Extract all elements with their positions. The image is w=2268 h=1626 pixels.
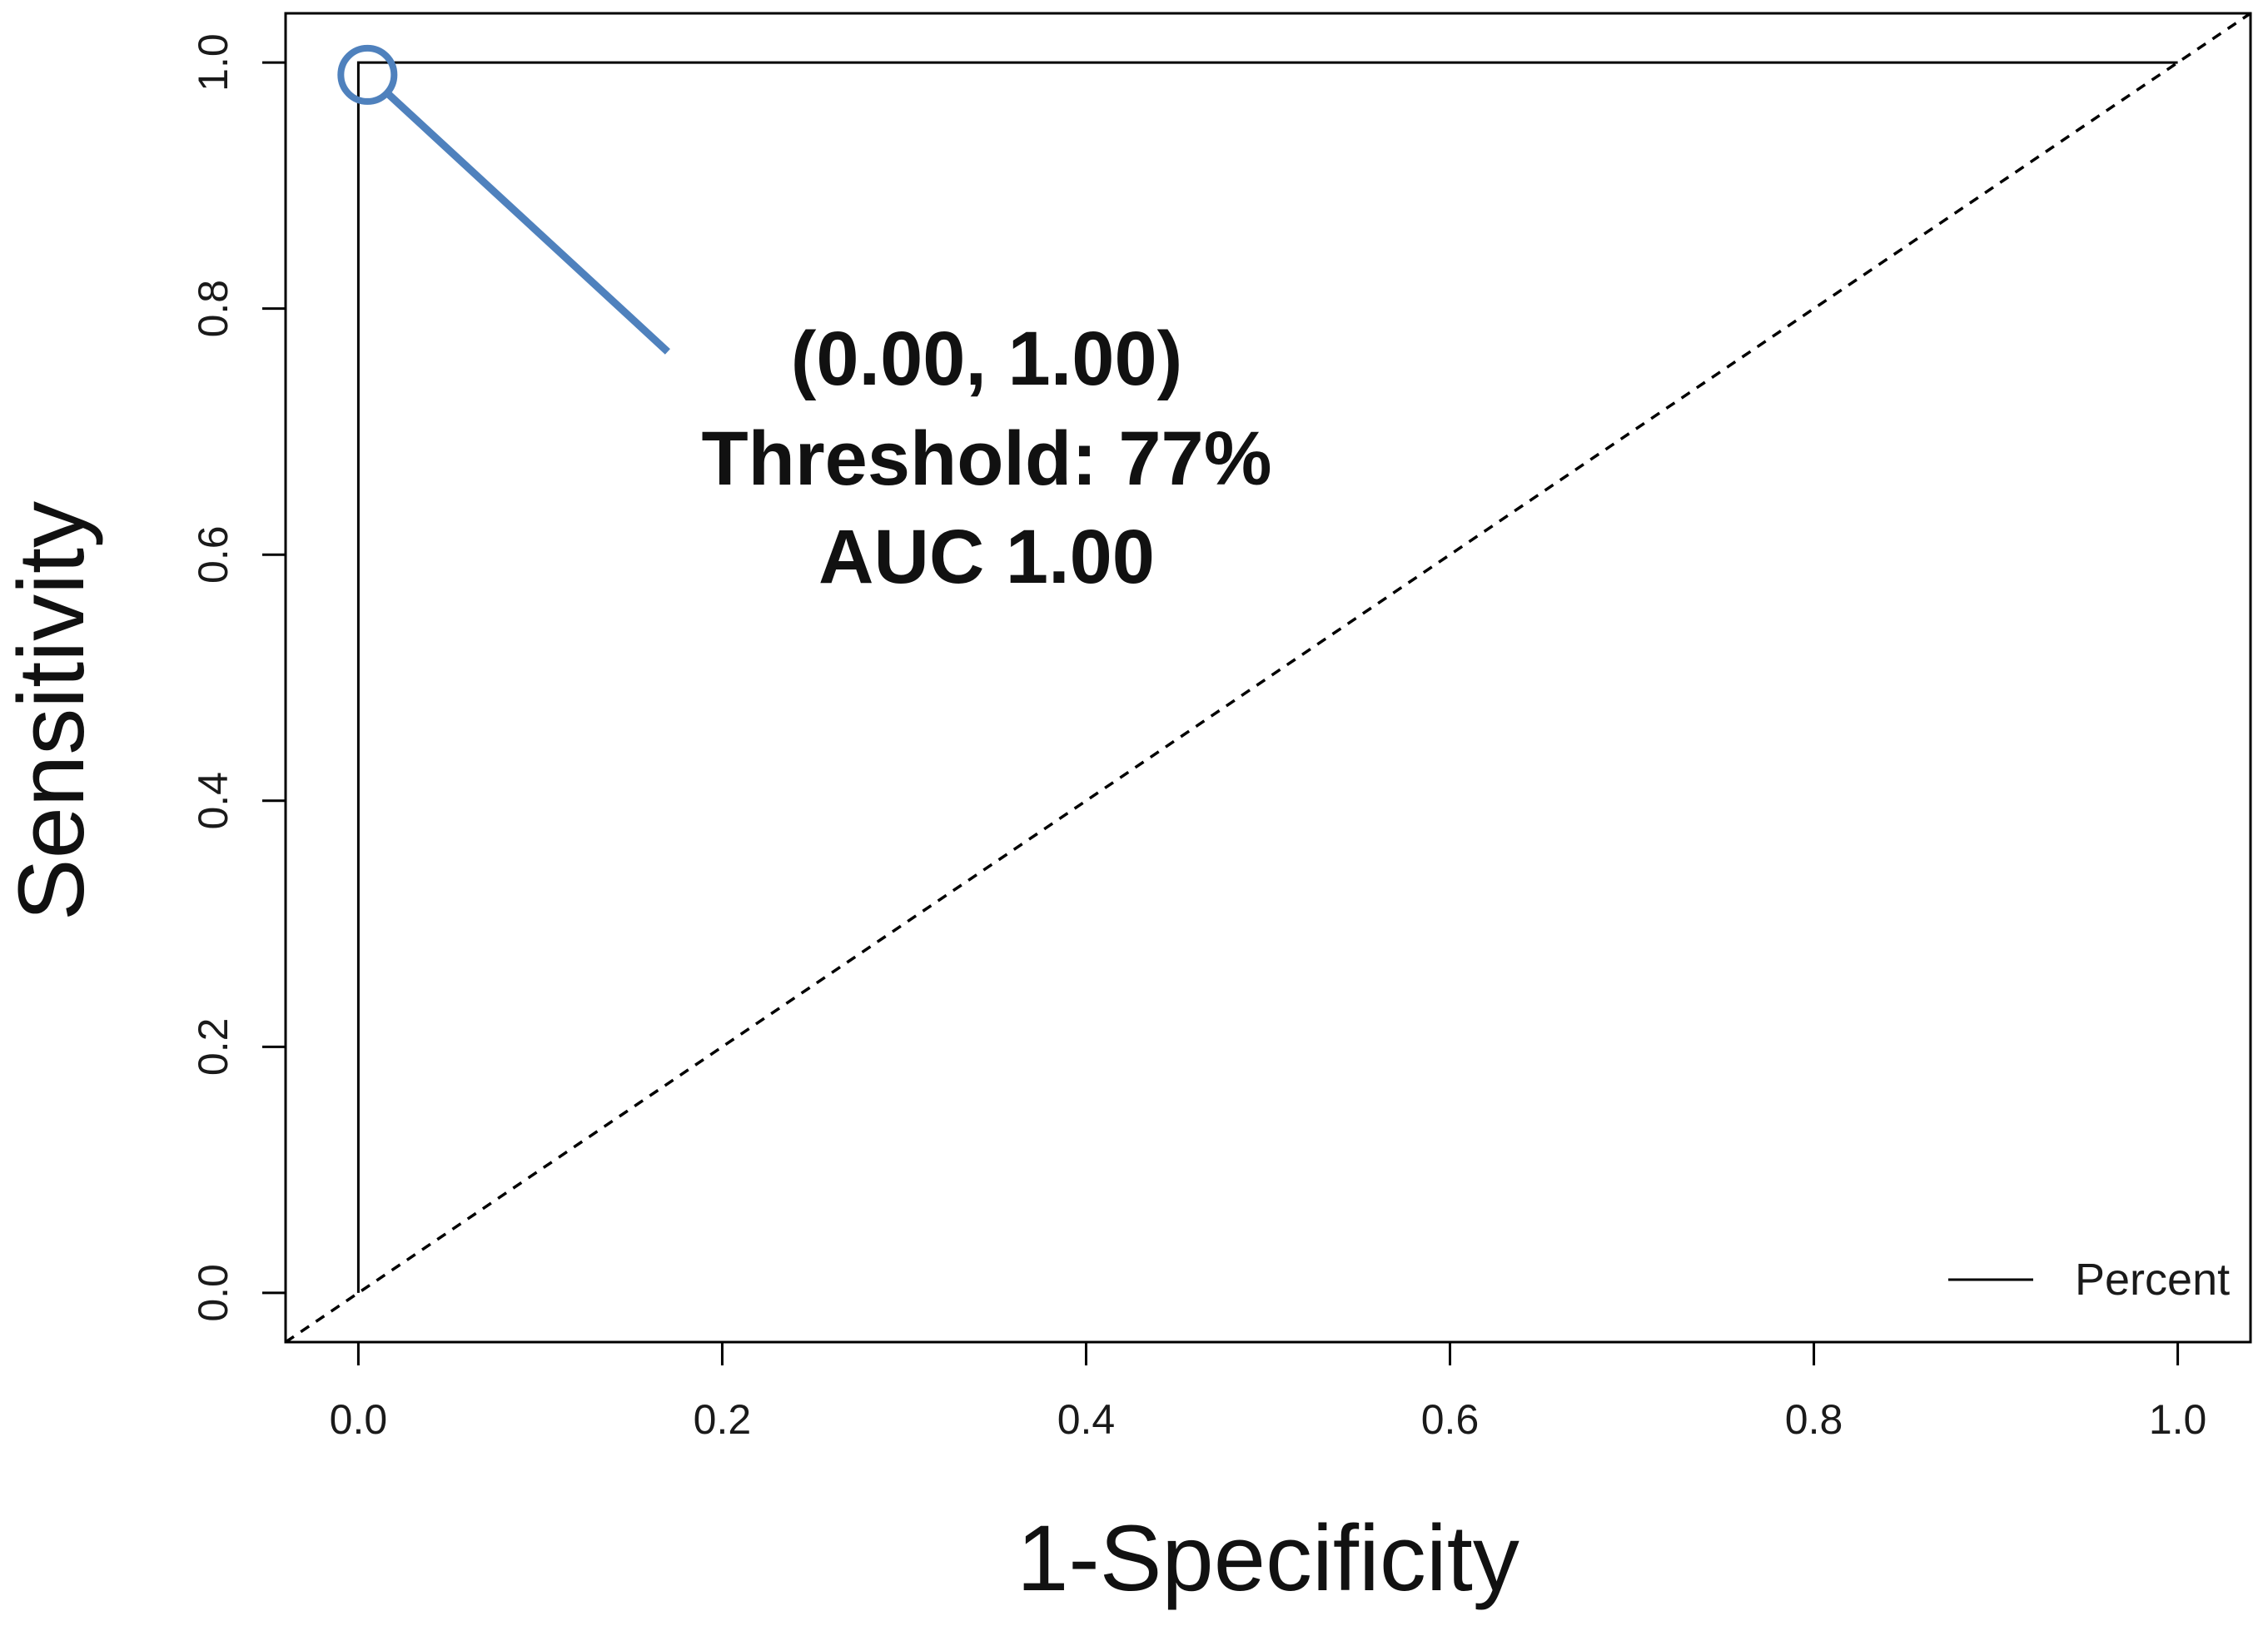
annotation: (0.00, 1.00) Threshold: 77% AUC 1.00	[337, 44, 1272, 599]
x-tick-label: 0.2	[694, 1396, 752, 1443]
annotation-pointer-line	[384, 90, 670, 355]
reference-diagonal-line	[285, 12, 2251, 1344]
y-tick-label: 0.4	[190, 772, 236, 830]
axis-titles: 1-Specificity Sensitivity	[0, 501, 1519, 1610]
plot-area	[285, 12, 2251, 1344]
y-axis-title: Sensitivity	[0, 501, 103, 921]
x-axis-title: 1-Specificity	[1017, 1506, 1519, 1610]
plot-frame	[284, 12, 2252, 1344]
y-tick-label: 0.2	[190, 1018, 236, 1077]
legend: Percent	[1948, 1255, 2230, 1305]
x-tick-label: 0.6	[1421, 1396, 1480, 1443]
x-tick-label: 0.8	[1785, 1396, 1843, 1443]
x-axis-ticks: 0.0 0.2 0.4 0.6 0.8 1.0	[330, 1342, 2207, 1443]
highlight-point-marker	[337, 44, 398, 105]
axes: 0.0 0.2 0.4 0.6 0.8 1.0 0.0 0.2 0.4 0.6 0.8 1.0	[190, 12, 2252, 1443]
annotation-text-line: (0.00, 1.00)	[791, 316, 1183, 401]
series-line-0	[356, 61, 2178, 1293]
y-axis-ticks: 0.0 0.2 0.4 0.6 0.8 1.0	[190, 33, 286, 1322]
annotation-text-line: Threshold: 77%	[701, 416, 1271, 501]
y-tick-label: 0.6	[190, 525, 236, 584]
y-tick-label: 0.0	[190, 1264, 236, 1322]
annotation-text-line: AUC 1.00	[818, 515, 1155, 599]
y-tick-label: 1.0	[190, 33, 236, 92]
legend-label: Percent	[2075, 1255, 2230, 1305]
x-tick-label: 0.4	[1057, 1396, 1116, 1443]
x-tick-label: 1.0	[2149, 1396, 2207, 1443]
y-tick-label: 0.8	[190, 280, 236, 338]
x-tick-label: 0.0	[330, 1396, 388, 1443]
